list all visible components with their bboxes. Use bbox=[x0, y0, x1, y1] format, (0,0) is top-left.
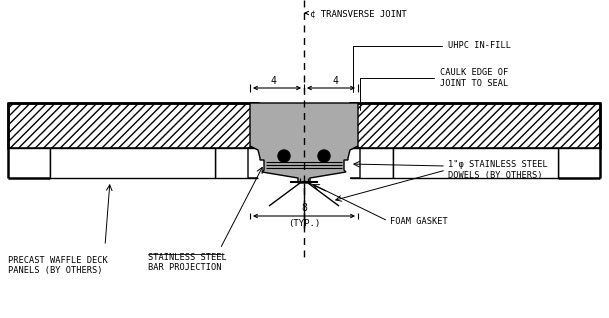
Text: (TYP.): (TYP.) bbox=[288, 219, 320, 228]
Bar bbox=[350, 148, 393, 178]
Bar bbox=[393, 148, 558, 178]
Bar bbox=[350, 103, 600, 148]
Bar bbox=[215, 148, 258, 178]
Bar bbox=[558, 148, 600, 178]
Text: 8: 8 bbox=[301, 203, 307, 213]
Bar bbox=[8, 103, 258, 148]
Text: PRECAST WAFFLE DECK
PANELS (BY OTHERS): PRECAST WAFFLE DECK PANELS (BY OTHERS) bbox=[8, 256, 108, 275]
Circle shape bbox=[278, 150, 290, 162]
Text: 4: 4 bbox=[332, 76, 338, 86]
Text: STAINLESS STEEL
BAR PROJECTION: STAINLESS STEEL BAR PROJECTION bbox=[148, 253, 227, 273]
Text: FOAM GASKET: FOAM GASKET bbox=[390, 217, 448, 225]
Text: ¢ TRANSVERSE JOINT: ¢ TRANSVERSE JOINT bbox=[310, 10, 407, 19]
Polygon shape bbox=[250, 103, 358, 183]
Bar bbox=[8, 148, 50, 178]
Text: 4: 4 bbox=[270, 76, 276, 86]
Text: 1"φ STAINLESS STEEL
DOWELS (BY OTHERS): 1"φ STAINLESS STEEL DOWELS (BY OTHERS) bbox=[448, 160, 547, 180]
Circle shape bbox=[318, 150, 330, 162]
Text: CAULK EDGE OF
JOINT TO SEAL: CAULK EDGE OF JOINT TO SEAL bbox=[360, 68, 509, 110]
Text: 6ø: 6ø bbox=[252, 131, 262, 143]
Text: UHPC IN-FILL: UHPC IN-FILL bbox=[353, 42, 511, 92]
Bar bbox=[50, 148, 215, 178]
